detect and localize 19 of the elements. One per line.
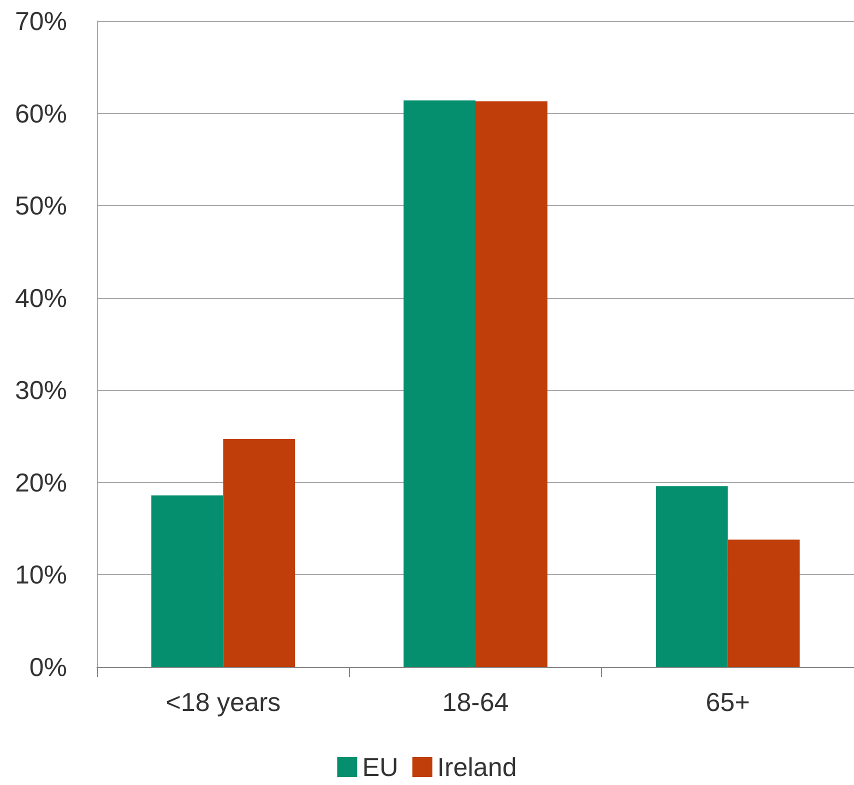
y-tick-label: 70% <box>14 6 67 36</box>
y-tick-label: 0% <box>29 652 67 682</box>
x-tick-label: <18 years <box>166 687 281 717</box>
y-tick-label: 40% <box>14 282 67 313</box>
y-tick-label: 50% <box>14 190 67 221</box>
bar <box>476 101 548 667</box>
x-tick-label: 65+ <box>706 687 750 717</box>
y-tick-label: 60% <box>14 98 67 128</box>
bar <box>656 486 728 667</box>
y-tick-label: 30% <box>14 375 67 406</box>
bar <box>728 540 800 667</box>
bar <box>151 495 224 667</box>
legend-label: EU <box>362 752 398 782</box>
y-tick-label: 20% <box>14 467 67 498</box>
bar <box>404 100 476 667</box>
bar <box>223 439 296 667</box>
y-tick-label: 10% <box>14 560 67 590</box>
x-tick-label: 18-64 <box>442 687 509 717</box>
legend-label: Ireland <box>437 752 517 782</box>
